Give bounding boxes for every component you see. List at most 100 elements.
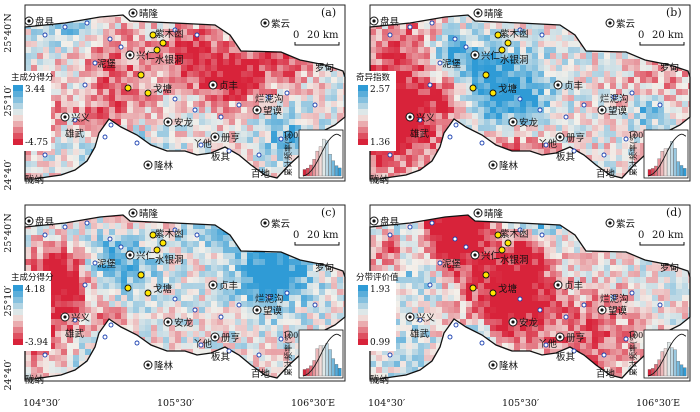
- town-symbol-dot: [558, 135, 562, 139]
- raster-cell: [460, 119, 466, 125]
- raster-cell: [442, 125, 448, 131]
- raster-cell: [616, 173, 622, 179]
- raster-cell: [253, 155, 259, 161]
- raster-cell: [115, 71, 121, 77]
- raster-cell: [259, 253, 265, 259]
- raster-cell: [223, 343, 229, 349]
- raster-cell: [259, 271, 265, 277]
- raster-cell: [61, 83, 67, 89]
- raster-cell: [508, 77, 514, 83]
- raster-cell: [454, 65, 460, 71]
- raster-cell: [331, 271, 337, 277]
- raster-cell: [157, 277, 163, 283]
- raster-cell: [652, 113, 658, 119]
- raster-cell: [169, 271, 175, 277]
- raster-cell: [412, 149, 418, 155]
- raster-cell: [448, 71, 454, 77]
- raster-cell: [271, 313, 277, 319]
- raster-cell: [103, 101, 109, 107]
- raster-cell: [109, 247, 115, 253]
- raster-cell: [61, 41, 67, 47]
- raster-cell: [247, 143, 253, 149]
- raster-cell: [496, 77, 502, 83]
- raster-cell: [454, 47, 460, 53]
- raster-cell: [181, 107, 187, 113]
- raster-cell: [175, 325, 181, 331]
- raster-cell: [247, 325, 253, 331]
- raster-cell: [223, 125, 229, 131]
- raster-cell: [418, 155, 424, 161]
- raster-cell: [205, 41, 211, 47]
- raster-cell: [412, 101, 418, 107]
- raster-cell: [277, 71, 283, 77]
- raster-cell: [187, 223, 193, 229]
- deposit-marker: [517, 96, 523, 102]
- raster-cell: [199, 277, 205, 283]
- raster-cell: [247, 149, 253, 155]
- raster-cell: [406, 47, 412, 53]
- raster-cell: [175, 89, 181, 95]
- raster-cell: [133, 107, 139, 113]
- raster-cell: [109, 259, 115, 265]
- raster-cell: [307, 107, 313, 113]
- raster-cell: [145, 59, 151, 65]
- raster-cell: [103, 53, 109, 59]
- raster-cell: [205, 223, 211, 229]
- raster-cell: [121, 71, 127, 77]
- raster-cell: [109, 47, 115, 53]
- place-label-banqi: 板其: [556, 151, 576, 163]
- raster-cell: [277, 355, 283, 361]
- raster-cell: [424, 65, 430, 71]
- raster-cell: [109, 283, 115, 289]
- raster-cell: [610, 59, 616, 65]
- raster-cell: [181, 337, 187, 343]
- raster-cell: [139, 259, 145, 265]
- raster-cell: [175, 125, 181, 131]
- raster-cell: [223, 89, 229, 95]
- raster-cell: [229, 253, 235, 259]
- raster-cell: [319, 101, 325, 107]
- raster-cell: [610, 155, 616, 161]
- raster-cell: [61, 59, 67, 65]
- raster-cell: [223, 337, 229, 343]
- inset-bar: [328, 154, 332, 177]
- raster-cell: [175, 253, 181, 259]
- raster-cell: [91, 71, 97, 77]
- raster-cell: [145, 83, 151, 89]
- raster-cell: [157, 89, 163, 95]
- raster-cell: [388, 161, 394, 167]
- raster-cell: [85, 53, 91, 59]
- raster-cell: [103, 295, 109, 301]
- raster-cell: [538, 137, 544, 143]
- raster-cell: [295, 131, 301, 137]
- raster-cell: [67, 361, 73, 367]
- raster-cell: [574, 65, 580, 71]
- raster-cell: [211, 101, 217, 107]
- raster-cell: [289, 71, 295, 77]
- raster-cell: [271, 125, 277, 131]
- raster-cell: [205, 253, 211, 259]
- raster-cell: [496, 53, 502, 59]
- raster-cell: [139, 113, 145, 119]
- raster-cell: [478, 59, 484, 65]
- raster-cell: [67, 247, 73, 253]
- raster-cell: [610, 119, 616, 125]
- raster-cell: [211, 107, 217, 113]
- raster-cell: [646, 107, 652, 113]
- raster-cell: [544, 137, 550, 143]
- raster-cell: [418, 107, 424, 113]
- raster-cell: [85, 247, 91, 253]
- raster-cell: [406, 53, 412, 59]
- raster-cell: [295, 331, 301, 337]
- raster-cell: [199, 53, 205, 59]
- raster-cell: [157, 343, 163, 349]
- raster-cell: [205, 83, 211, 89]
- raster-cell: [550, 35, 556, 41]
- raster-cell: [253, 59, 259, 65]
- raster-cell: [175, 23, 181, 29]
- raster-cell: [121, 301, 127, 307]
- raster-cell: [199, 289, 205, 295]
- raster-cell: [193, 53, 199, 59]
- raster-cell: [307, 119, 313, 125]
- raster-cell: [229, 289, 235, 295]
